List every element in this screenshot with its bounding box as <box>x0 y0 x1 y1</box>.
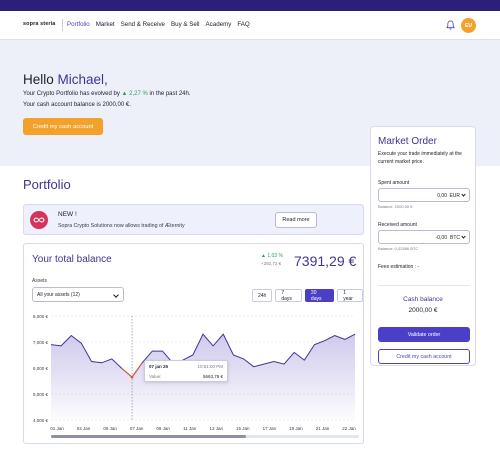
y-tick-label: 7,000 € <box>33 340 49 345</box>
balance-change-amount: +292,72 € <box>261 261 282 266</box>
read-more-button[interactable]: Read more <box>275 212 317 228</box>
range-24h-button[interactable]: 24h <box>252 289 273 302</box>
top-navigation: sopra steria Portfolio Market Send & Rec… <box>0 11 500 40</box>
order-description: Execute your trade immediately at the cu… <box>378 151 462 165</box>
x-tick-label: 07 Jan <box>130 426 144 431</box>
chart-scrollbar[interactable] <box>51 435 359 438</box>
chart-tooltip: 07 jan 25 10:51:00 PM Value: 5663,78 € <box>144 360 228 382</box>
order-divider <box>378 285 470 286</box>
received-amount-field[interactable]: -0,00 BTC <box>378 230 470 244</box>
nav-item-portfolio[interactable]: Portfolio <box>67 21 90 28</box>
brand-logo[interactable]: sopra steria <box>23 21 56 27</box>
evolution-percentage: ▲ 2,27 % <box>121 91 148 97</box>
range-1-year-button[interactable]: 1 year <box>337 289 363 302</box>
chart-scrollbar-thumb[interactable] <box>51 435 246 438</box>
spent-currency: EUR <box>449 193 460 199</box>
portfolio-title: Portfolio <box>23 177 71 192</box>
cash-balance-value: 2000,00 € <box>408 307 438 314</box>
spent-amount-field[interactable]: 0,00 EUR <box>378 188 470 202</box>
nav-item-buy-sell[interactable]: Buy & Sell <box>171 21 200 28</box>
order-title: Market Order <box>378 136 437 147</box>
x-tick-label: 17 Jan <box>263 426 277 431</box>
balance-change-percent: ▲ 1,03 % <box>261 253 283 259</box>
x-tick-label: 22 Jan <box>342 426 356 431</box>
received-balance: Balance: 0,02566 BTC <box>378 246 419 251</box>
fees-estimation: Fees estimation : - <box>378 264 420 270</box>
x-tick-label: 09 Jan <box>156 426 170 431</box>
tooltip-date: 07 jan 25 <box>149 364 169 369</box>
x-tick-label: 05 Jan <box>103 426 117 431</box>
portfolio-evolution-text: Your Crypto Portfolio has evolved by ▲ 2… <box>23 91 191 97</box>
time-range-selector: 24h 7 days 30 days 1 year <box>252 289 363 302</box>
market-order-panel: Market Order Execute your trade immediat… <box>370 126 476 366</box>
user-name: Michael, <box>57 72 108 87</box>
tooltip-value: 5663,78 € <box>202 374 223 379</box>
validate-order-button[interactable]: Validate order <box>378 327 470 342</box>
received-currency: BTC <box>450 235 460 241</box>
y-tick-label: 5,000 € <box>33 392 49 397</box>
nav-item-academy[interactable]: Academy <box>205 21 232 28</box>
nav-item-faq[interactable]: FAQ <box>237 21 250 28</box>
logo-divider <box>62 19 63 31</box>
chevron-down-icon <box>113 292 119 298</box>
nav-item-market[interactable]: Market <box>95 21 115 28</box>
x-tick-label: 15 Jan <box>236 426 250 431</box>
received-amount-label: Received amount <box>378 222 417 228</box>
range-30-days-button[interactable]: 30 days <box>304 289 335 302</box>
news-text: Sopra Crypto Solutions now allows tradin… <box>58 223 185 229</box>
x-tick-label: 13 Jan <box>210 426 224 431</box>
nav-menu: Portfolio Market Send & Receive Buy & Se… <box>67 21 250 28</box>
x-tick-label: 19 Jan <box>289 426 303 431</box>
greeting-heading: Hello Michael, <box>23 72 108 87</box>
data-point[interactable] <box>130 375 134 379</box>
cash-balance-text: Your cash account balance is 2000,00 €. <box>23 102 131 108</box>
chevron-down-icon <box>461 234 466 239</box>
total-balance-card: Your total balance ▲ 1,03 % +292,72 € 73… <box>23 243 364 444</box>
credit-cash-account-button[interactable]: Credit my cash account <box>23 118 103 135</box>
credit-cash-account-button-secondary[interactable]: Credit my cash account <box>378 349 470 364</box>
assets-select[interactable]: All your assets (12) <box>32 287 124 302</box>
spent-balance: Balance: 2000,00 € <box>378 204 413 209</box>
cash-balance-title: Cash balance <box>403 296 443 303</box>
nav-item-send-receive[interactable]: Send & Receive <box>120 21 165 28</box>
notification-bell-icon[interactable] <box>446 20 455 30</box>
range-7-days-button[interactable]: 7 days <box>275 289 302 302</box>
tooltip-label: Value: <box>149 374 162 379</box>
x-tick-label: 21 Jan <box>316 426 330 431</box>
aeternity-logo-icon <box>30 211 48 229</box>
user-avatar[interactable]: EU <box>461 18 476 33</box>
y-tick-label: 6,000 € <box>33 366 49 371</box>
x-tick-label: 11 Jan <box>183 426 197 431</box>
news-banner: NEW ! Sopra Crypto Solutions now allows … <box>23 204 364 235</box>
chevron-down-icon <box>461 192 466 197</box>
news-heading: NEW ! <box>58 211 77 218</box>
y-tick-label: 4,000 € <box>33 418 49 423</box>
x-tick-label: 03 Jan <box>77 426 91 431</box>
tooltip-time: 10:51:00 PM <box>197 364 223 369</box>
assets-label: Assets <box>32 278 48 284</box>
balance-value: 7391,29 € <box>294 253 357 269</box>
top-accent-bar <box>0 0 500 11</box>
spent-amount-label: Spent amount <box>378 180 410 186</box>
balance-title: Your total balance <box>32 254 112 265</box>
y-tick-label: 8,000 € <box>33 314 49 319</box>
x-tick-label: 01 Jan <box>50 426 64 431</box>
